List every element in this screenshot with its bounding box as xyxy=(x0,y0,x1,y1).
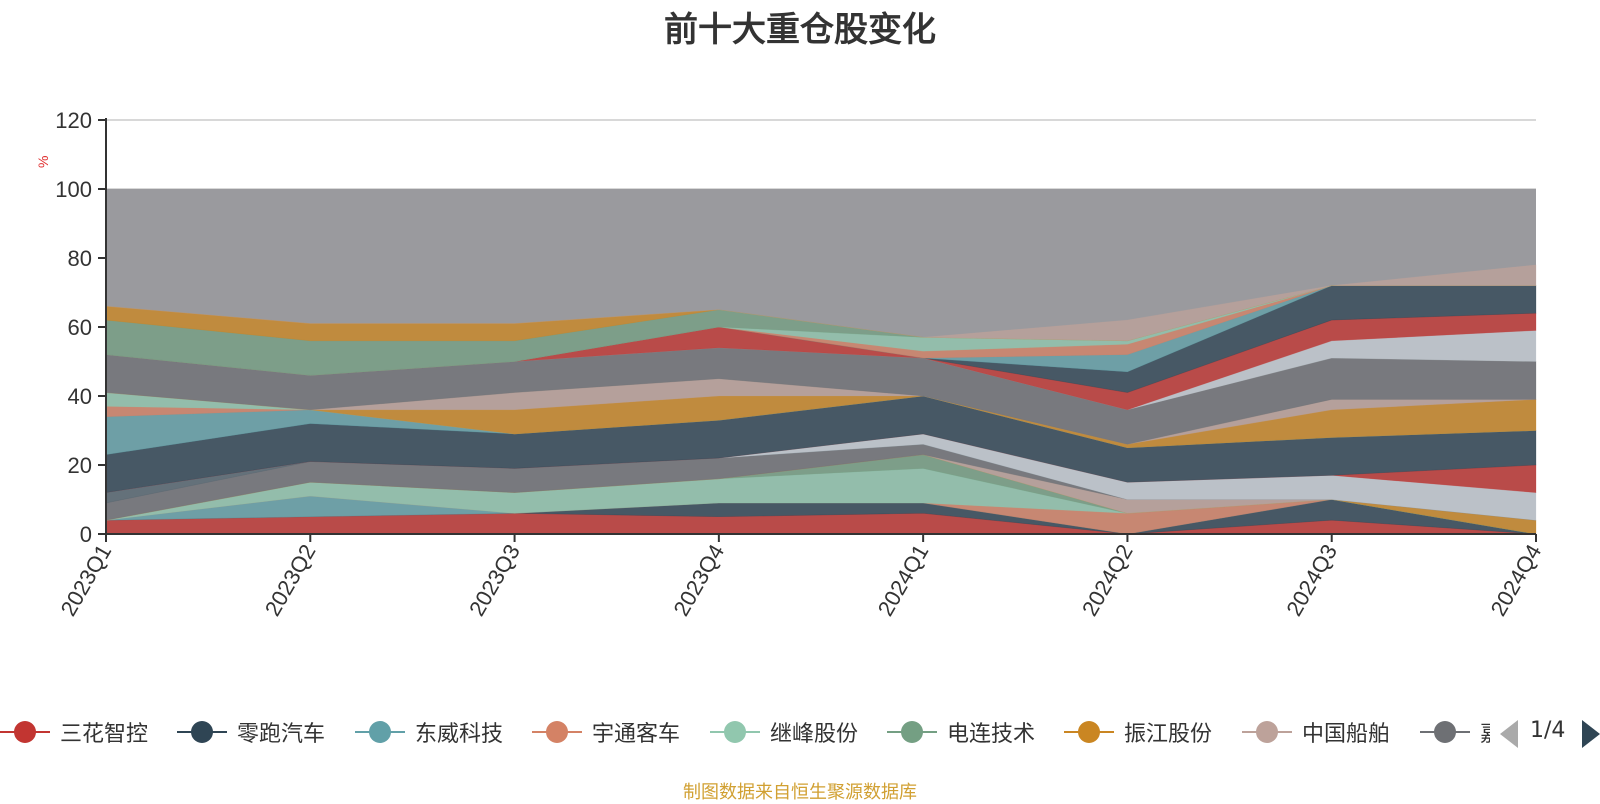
legend-item[interactable]: 振江股份 xyxy=(1064,712,1212,752)
legend-label: 中国船舶 xyxy=(1302,722,1391,747)
legend-marker-icon xyxy=(0,717,50,747)
legend-prev-page-icon[interactable] xyxy=(1500,720,1518,748)
legend-label: 零跑汽车 xyxy=(237,722,326,747)
legend-marker-icon xyxy=(355,717,405,747)
x-tick-label: 2023Q1 xyxy=(56,540,117,620)
series-area-19 xyxy=(105,347,1537,445)
series-area-13 xyxy=(105,395,1537,493)
x-tick-label: 2024Q2 xyxy=(1077,540,1138,620)
legend-label: 电连技术 xyxy=(947,722,1036,747)
legend-marker-icon xyxy=(177,717,227,747)
legend-label: 东威科技 xyxy=(415,722,504,747)
x-tick-label: 2024Q4 xyxy=(1486,540,1547,620)
legend-marker-icon xyxy=(1420,717,1470,747)
legend-pager: 1/4 xyxy=(1500,718,1600,748)
legend-item[interactable]: 东威科技 xyxy=(355,712,503,752)
series-area-7 xyxy=(105,454,1537,535)
legend-item[interactable]: 中国船舶 xyxy=(1242,712,1390,752)
legend-item[interactable]: 电连技术 xyxy=(887,712,1035,752)
y-tick-label: 60 xyxy=(68,315,92,340)
series-area-11 xyxy=(105,433,1537,521)
x-tick-label: 2023Q4 xyxy=(668,540,729,620)
legend-item[interactable]: 三花智控 xyxy=(0,712,148,752)
legend-marker-icon xyxy=(1242,717,1292,747)
legend-label: 振江股份 xyxy=(1124,722,1213,747)
y-tick-label: 100 xyxy=(55,177,92,202)
legend-item[interactable]: 继峰股份 xyxy=(710,712,858,752)
y-tick-label: 0 xyxy=(80,522,92,547)
legend-item[interactable]: 零跑汽车 xyxy=(177,712,325,752)
series-area-12 xyxy=(105,433,1537,493)
series-area-28 xyxy=(105,264,1537,342)
x-tick-label: 2023Q3 xyxy=(464,540,525,620)
legend-label: 三花智控 xyxy=(60,722,149,747)
series-areas xyxy=(105,189,1537,535)
chart-title: 前十大重仓股变化 xyxy=(664,10,936,50)
legend-marker-icon xyxy=(887,717,937,747)
legend-marker-icon xyxy=(710,717,760,747)
legend: 三花智控 零跑汽车 东威科技 宇通客车 继峰股份 电连技术 振江股份 中国船舶 嘉 xyxy=(0,712,1490,752)
legend-marker-icon xyxy=(1064,717,1114,747)
x-tick-label: 2024Q1 xyxy=(873,540,934,620)
legend-label: 嘉 xyxy=(1480,716,1490,748)
legend-page-indicator: 1/4 xyxy=(1530,718,1566,743)
legend-marker-icon xyxy=(532,717,582,747)
legend-next-page-icon[interactable] xyxy=(1582,720,1600,748)
y-axis-label: % xyxy=(35,156,51,168)
y-tick-label: 120 xyxy=(55,108,92,133)
source-note: 制图数据来自恒生聚源数据库 xyxy=(683,782,917,803)
legend-label: 宇通客车 xyxy=(592,722,681,747)
x-tick-label: 2024Q3 xyxy=(1281,540,1342,620)
x-tick-label: 2023Q2 xyxy=(260,540,321,620)
legend-item[interactable]: 宇通客车 xyxy=(532,712,680,752)
legend-label: 继峰股份 xyxy=(770,722,859,747)
y-tick-label: 40 xyxy=(68,384,92,409)
legend-item[interactable]: 嘉 xyxy=(1420,712,1490,752)
y-tick-label: 80 xyxy=(68,246,92,271)
y-tick-label: 20 xyxy=(68,453,92,478)
